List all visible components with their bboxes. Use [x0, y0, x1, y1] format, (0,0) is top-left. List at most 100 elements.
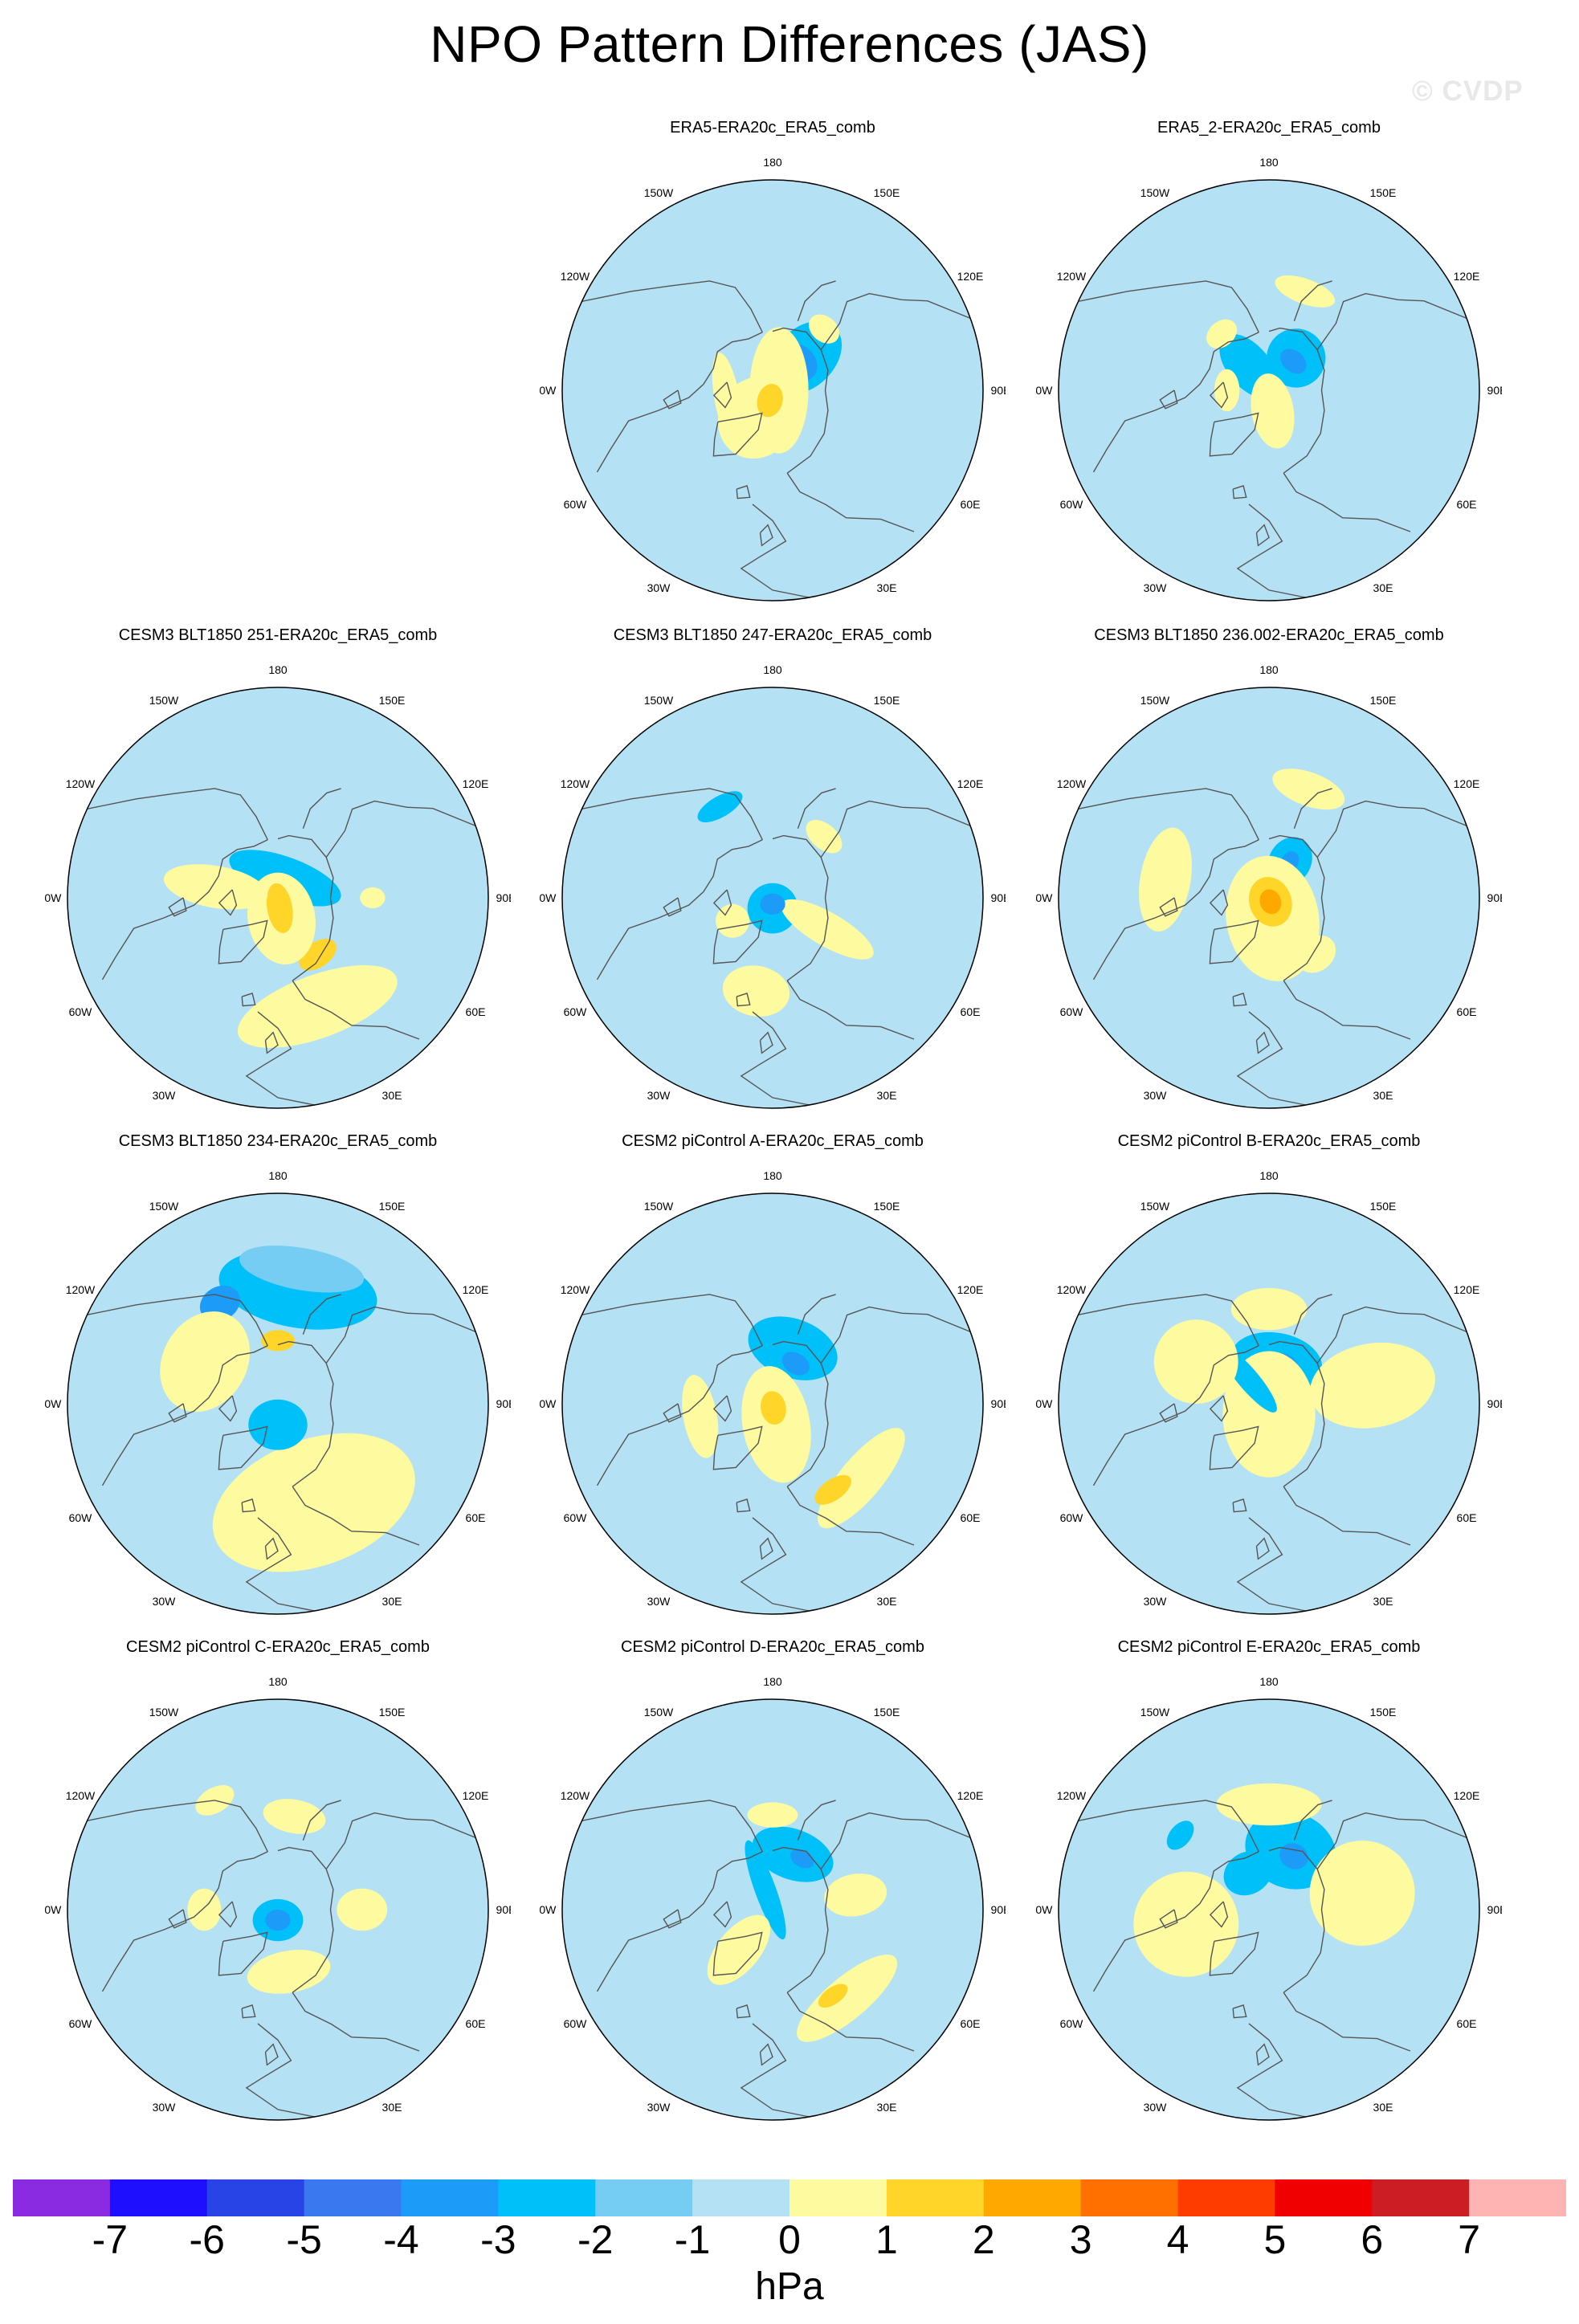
- longitude-label: 90E: [991, 384, 1006, 397]
- coastline: [712, 1395, 732, 1422]
- coastline: [241, 1498, 256, 1513]
- watermark: © CVDP: [1412, 75, 1524, 107]
- longitude-label: 30E: [382, 1595, 402, 1608]
- coastline: [712, 889, 732, 916]
- longitude-label: 0: [769, 2131, 776, 2133]
- longitude-label: 150W: [149, 694, 179, 707]
- coastline: [1209, 1395, 1229, 1422]
- longitude-label: 60E: [466, 2017, 486, 2030]
- coastline: [302, 788, 341, 830]
- longitude-label: 60W: [564, 1005, 588, 1018]
- anomaly-region: [697, 791, 743, 822]
- coastline: [1236, 1517, 1306, 1612]
- longitude-label: 150E: [1370, 694, 1397, 707]
- longitude-label: 30E: [1373, 581, 1393, 594]
- map-boundary: [67, 687, 489, 1109]
- coastline: [1209, 381, 1229, 409]
- longitude-label: 150E: [874, 186, 900, 199]
- longitude-label: 90E: [1487, 1397, 1502, 1410]
- coastline: [797, 280, 836, 322]
- coastline: [772, 834, 829, 981]
- longitude-label: 180: [268, 1169, 288, 1182]
- anomaly-region: [1279, 349, 1307, 374]
- coastline: [277, 834, 334, 981]
- panel-title: CESM2 piControl E-ERA20c_ERA5_comb: [1117, 1638, 1421, 1656]
- polar-map: 180 150E 120E 90E 60E 30E 0 30W 60W 90W 120W 150W: [45, 1675, 511, 2133]
- colorbar-tick: -5: [286, 2217, 322, 2262]
- colorbar-swatch: [983, 2179, 1082, 2216]
- longitude-label: 120W: [1057, 270, 1087, 283]
- polar-map: 180 150E 120E 90E 60E 30E 0 30W 60W 90W 120W 150W: [1036, 156, 1502, 614]
- longitude-label: 150W: [1140, 694, 1170, 707]
- colorbar-swatch: [692, 2179, 790, 2216]
- coastline: [1316, 292, 1467, 350]
- map-panel: CESM2 piControl A-ERA20c_ERA5_comb 180 150…: [540, 1132, 1006, 1630]
- longitude-label: 150E: [874, 1200, 900, 1213]
- coastline: [277, 1340, 334, 1487]
- colorbar-swatch: [1372, 2179, 1470, 2216]
- longitude-label: 150W: [1140, 1706, 1170, 1719]
- colorbar-tick: -6: [189, 2217, 225, 2262]
- coastline: [1268, 1340, 1325, 1487]
- coastline: [1078, 788, 1259, 841]
- longitude-label: 30W: [1144, 1089, 1168, 1102]
- longitude-label: 180: [763, 1675, 782, 1688]
- coastline: [712, 919, 763, 964]
- coastline: [596, 1851, 763, 1992]
- longitude-label: 30E: [877, 581, 897, 594]
- longitude-label: 120W: [561, 777, 590, 790]
- anomaly-region: [1309, 1841, 1415, 1946]
- coastline: [1293, 788, 1332, 830]
- anomaly-region: [266, 883, 293, 933]
- coastline: [325, 800, 476, 858]
- coastline: [325, 1812, 476, 1869]
- map-panel: CESM2 piControl D-ERA20c_ERA5_comb 180 150…: [540, 1638, 1006, 2136]
- longitude-label: 60E: [961, 1511, 981, 1524]
- coastline: [1209, 889, 1229, 916]
- longitude-label: 150E: [379, 1706, 406, 1719]
- coastline: [581, 1800, 763, 1853]
- coastline: [786, 472, 915, 532]
- panel-title: CESM2 piControl A-ERA20c_ERA5_comb: [622, 1132, 924, 1150]
- map-panel: ERA5_2-ERA20c_ERA5_comb 180 150E 120E 90E 60E…: [1036, 119, 1502, 617]
- anomaly-region: [1275, 275, 1336, 308]
- coastline: [218, 1395, 238, 1422]
- anomaly-region: [814, 1474, 851, 1505]
- longitude-label: 120W: [561, 1283, 590, 1296]
- longitude-label: 30E: [877, 1089, 897, 1102]
- coastline: [736, 2004, 751, 2019]
- coastline: [820, 1306, 971, 1364]
- polar-map: 180 150E 120E 90E 60E 30E 0 30W 60W 90W 120W 150W: [540, 1169, 1006, 1627]
- longitude-label: 180: [763, 156, 782, 169]
- longitude-label: 30W: [647, 1089, 671, 1102]
- longitude-label: 180: [763, 663, 782, 676]
- longitude-label: 30W: [647, 581, 671, 594]
- longitude-label: 120W: [66, 1283, 96, 1296]
- anomaly-region: [239, 1246, 365, 1293]
- longitude-label: 90W: [45, 1903, 62, 1916]
- coastline: [292, 1992, 420, 2052]
- anomaly-region: [760, 893, 785, 915]
- colorbar-tick: -1: [674, 2217, 711, 2262]
- longitude-label: 150W: [1140, 186, 1170, 199]
- anomaly-region: [806, 820, 843, 854]
- map-panel: ERA5-ERA20c_ERA5_comb 180 150E 120E 90E 60E 30…: [540, 119, 1006, 617]
- map-boundary: [1058, 179, 1480, 601]
- longitude-label: 150E: [1370, 1200, 1397, 1213]
- longitude-label: 30E: [382, 1089, 402, 1102]
- colorbar-tick: 2: [972, 2217, 995, 2262]
- longitude-label: 150E: [874, 694, 900, 707]
- longitude-label: 30W: [647, 1595, 671, 1608]
- coastline: [1159, 389, 1178, 410]
- map-boundary: [1058, 687, 1480, 1109]
- longitude-label: 150E: [379, 1200, 406, 1213]
- anomaly-region: [818, 1428, 905, 1529]
- coastline: [1092, 1345, 1259, 1486]
- coastline: [1255, 2043, 1270, 2066]
- longitude-label: 180: [1259, 663, 1279, 676]
- coastline: [1159, 1909, 1178, 1929]
- anomaly-region: [712, 353, 742, 444]
- coastline: [712, 1425, 763, 1470]
- coastline: [1268, 834, 1325, 981]
- longitude-label: 150W: [149, 1706, 179, 1719]
